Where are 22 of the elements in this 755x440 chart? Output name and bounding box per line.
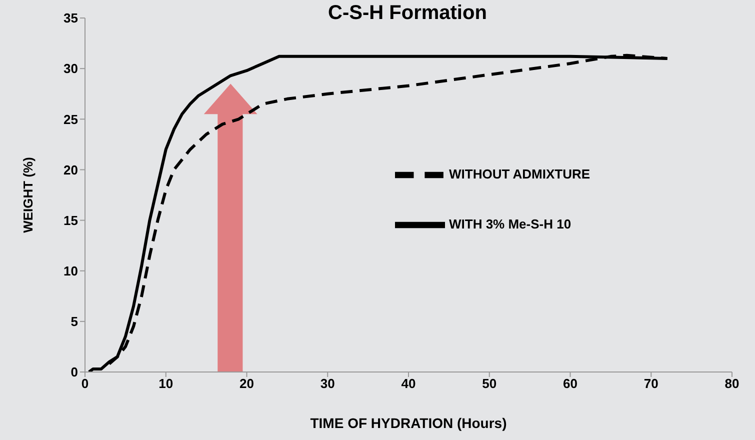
x-tick-label: 50 [482, 376, 497, 392]
x-tick-label: 20 [240, 376, 254, 392]
x-tick-label: 70 [644, 376, 658, 392]
y-tick-label: 25 [64, 112, 78, 127]
y-tick-label: 35 [64, 10, 78, 26]
x-tick-label: 10 [158, 376, 174, 392]
legend-label: WITH 3% Me-S-H 10 [449, 216, 572, 232]
x-axis-title: TIME OF HYDRATION (Hours) [310, 415, 507, 431]
x-tick-label: 80 [724, 376, 740, 392]
x-tick-label: 40 [401, 376, 416, 392]
y-tick-label: 20 [64, 162, 78, 178]
y-tick-label: 30 [64, 61, 78, 76]
y-axis-title: WEIGHT (%) [20, 157, 36, 233]
x-tick-label: 30 [320, 376, 335, 392]
legend-label: WITHOUT ADMIXTURE [449, 166, 590, 182]
y-tick-label: 10 [64, 263, 78, 278]
chart-title: C-S-H Formation [328, 2, 487, 24]
y-tick-label: 0 [70, 364, 78, 380]
x-tick-label: 0 [81, 376, 89, 392]
y-tick-label: 15 [64, 212, 78, 228]
y-tick-label: 5 [70, 314, 78, 330]
x-tick-label: 60 [563, 376, 578, 392]
